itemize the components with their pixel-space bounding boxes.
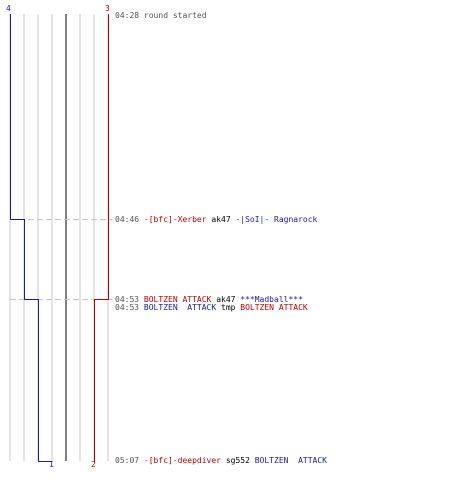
- event-text: round started: [143, 11, 207, 20]
- killer-name: -[bfc]-Xerber: [143, 215, 207, 224]
- event-time: 05:07: [115, 456, 140, 465]
- victim-name: ***Madball***: [240, 295, 303, 304]
- killer-name: BOLTZEN ATTACK: [143, 303, 217, 312]
- blue-team-end-count: 1: [49, 460, 54, 469]
- event-time: 04:53: [115, 295, 140, 304]
- victim-name: BOLTZEN ATTACK: [240, 303, 308, 312]
- event-time: 04:53: [115, 303, 140, 312]
- victim-name: BOLTZEN ATTACK: [254, 456, 327, 465]
- killer-name: -[bfc]-deepdiver: [143, 456, 221, 465]
- event-time: 04:46: [115, 215, 140, 224]
- blue-team-alive-line: [10, 14, 53, 462]
- event-guides: [10, 219, 112, 300]
- weapon-name: ak47: [211, 215, 231, 224]
- red-team-alive-line: [94, 14, 109, 462]
- weapon-name: tmp: [221, 303, 236, 312]
- event-kill: 04:53 BOLTZEN ATTACK ak47 ***Madball***: [115, 295, 303, 305]
- weapon-name: ak47: [216, 295, 236, 304]
- red-team-start-count: 3: [105, 4, 110, 13]
- red-team-end-count: 2: [91, 460, 96, 469]
- victim-name: -|SoI|- Ragnarock: [235, 215, 318, 224]
- event-kill: 05:07 -[bfc]-deepdiver sg552 BOLTZEN ATT…: [115, 456, 327, 466]
- event-time: 04:28: [115, 11, 140, 20]
- weapon-name: sg552: [225, 456, 250, 465]
- event-kill: 04:53 BOLTZEN ATTACK tmp BOLTZEN ATTACK: [115, 303, 308, 313]
- blue-team-start-count: 4: [6, 4, 11, 13]
- killer-name: BOLTZEN ATTACK: [143, 295, 212, 304]
- event-kill: 04:46 -[bfc]-Xerber ak47 -|SoI|- Ragnaro…: [115, 215, 317, 225]
- event-round-start: 04:28 round started: [115, 11, 207, 21]
- player-lanes: [9, 14, 109, 461]
